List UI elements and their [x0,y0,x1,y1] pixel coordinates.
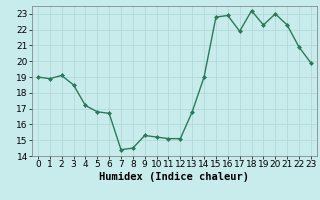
X-axis label: Humidex (Indice chaleur): Humidex (Indice chaleur) [100,172,249,182]
